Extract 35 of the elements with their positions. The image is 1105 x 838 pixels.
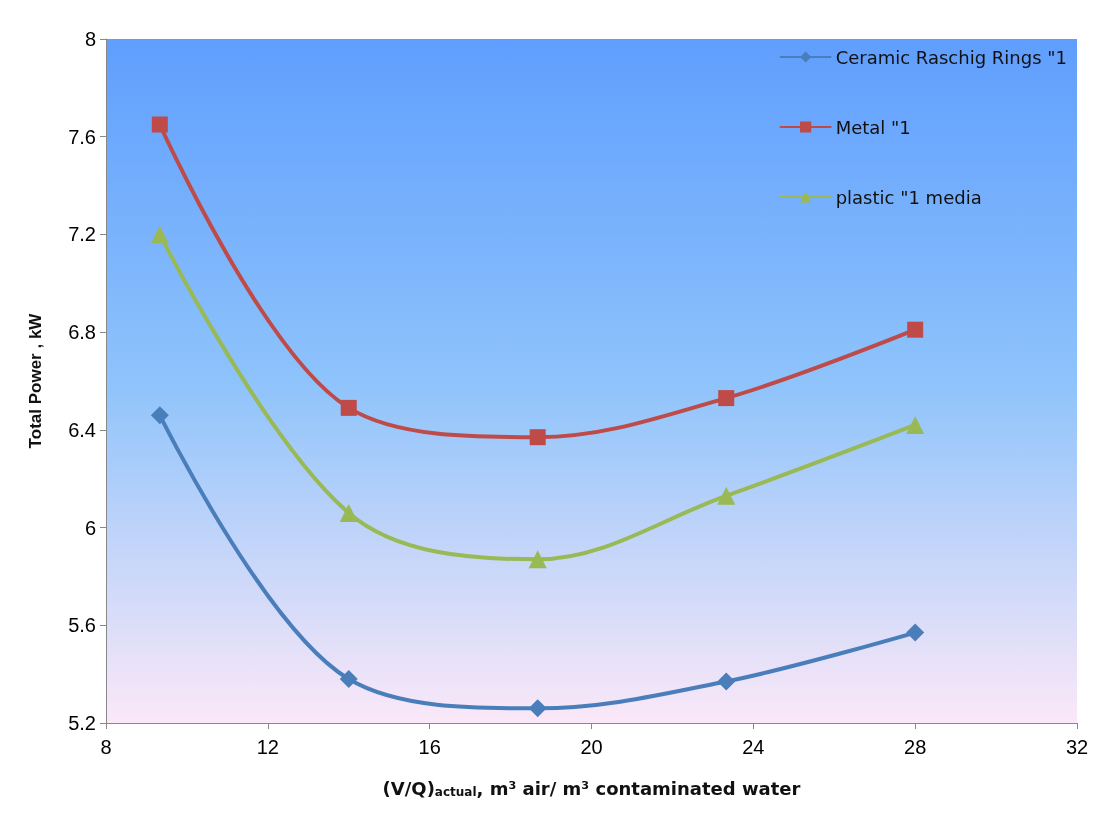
- point: [717, 486, 736, 505]
- x-tick-label: 20: [580, 736, 603, 758]
- y-tick-label: 7.6: [68, 125, 96, 148]
- point: [528, 550, 547, 569]
- x-tick-label: 12: [256, 736, 279, 758]
- point: [906, 415, 925, 434]
- point: [717, 672, 736, 691]
- y-tick-label: 8: [84, 28, 96, 50]
- y-tick-label: 6.4: [68, 418, 96, 441]
- point: [528, 699, 547, 718]
- y-tick-label: 7.2: [68, 223, 96, 246]
- x-tick-label: 32: [1065, 736, 1089, 758]
- point: [339, 670, 358, 689]
- x-tick-label: 8: [100, 736, 112, 758]
- y-tick-label: 5.2: [68, 712, 96, 734]
- point: [529, 429, 546, 446]
- x-tick-label: 16: [418, 736, 441, 758]
- x-tick-label: 24: [742, 736, 765, 758]
- point: [906, 623, 925, 642]
- point: [907, 321, 924, 338]
- legend-label: plastic "1 media: [835, 186, 982, 208]
- x-axis-title: (V/Q)actual, m³ air/ m³ contaminated water: [382, 777, 801, 799]
- legend-label: Ceramic Raschig Rings "1: [835, 46, 1067, 68]
- point: [718, 390, 735, 407]
- y-axis-title: Total Power , kW: [26, 312, 45, 449]
- y-tick-label: 6: [84, 516, 96, 539]
- point: [151, 116, 168, 133]
- point: [150, 406, 169, 425]
- y-tick-label: 6.8: [68, 321, 96, 344]
- x-tick-label: 28: [904, 736, 927, 758]
- point: [150, 225, 169, 244]
- point: [339, 503, 358, 522]
- legend-label: Metal "1: [835, 116, 911, 138]
- y-tick-label: 5.6: [68, 614, 96, 637]
- point: [340, 399, 357, 416]
